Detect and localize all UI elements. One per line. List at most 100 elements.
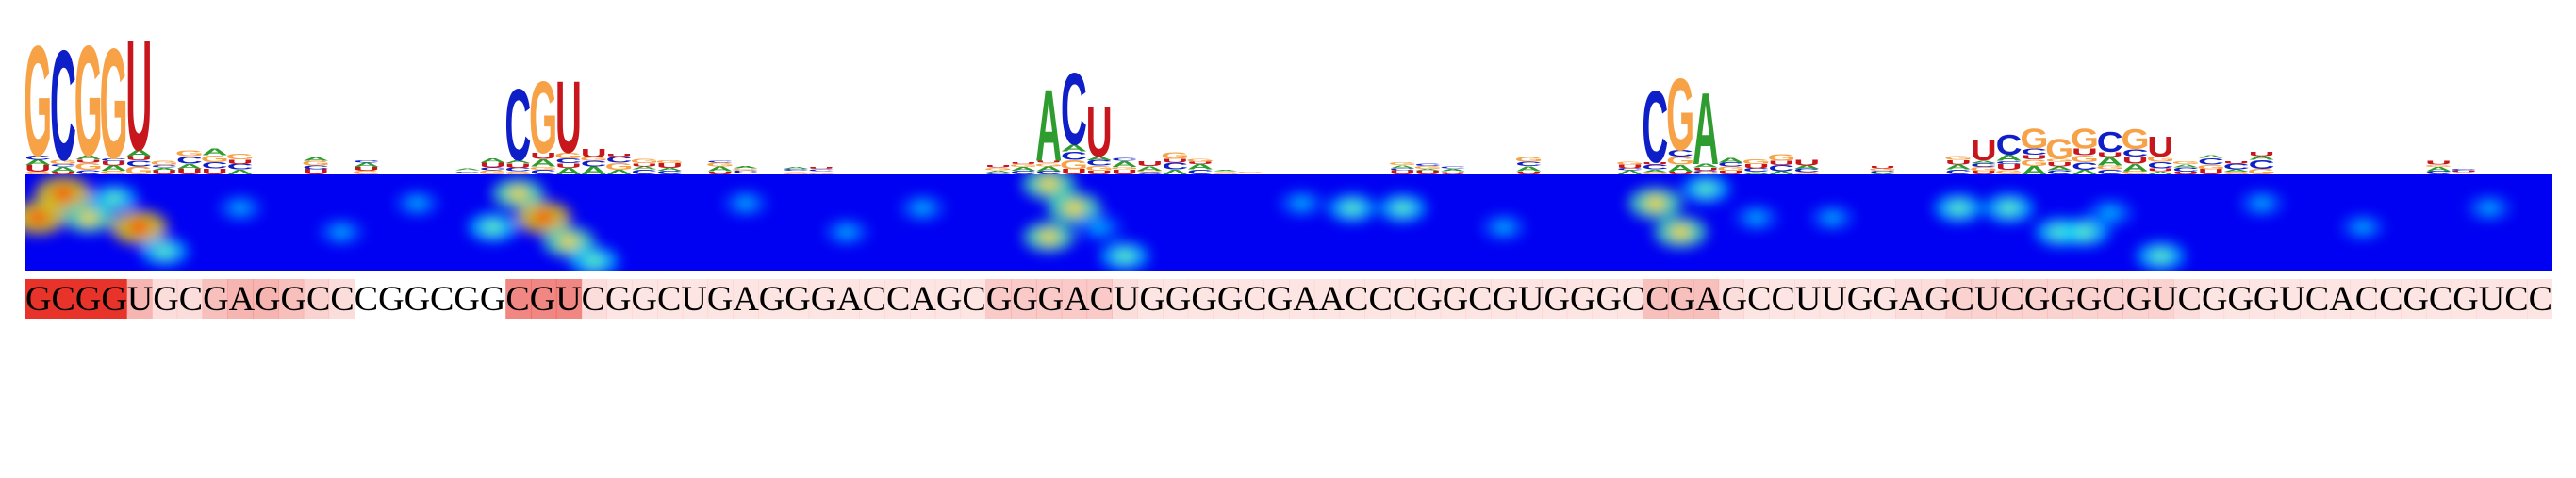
heatmap-spot-core [508,187,529,201]
logo-minor-letter: G [1616,160,1644,165]
logo-minor-letter: A [2425,166,2452,173]
heatmap-spot-core [484,221,503,234]
logo-minor-letter: G [353,170,381,174]
heatmap-spot-core [334,227,349,238]
logo-minor-letter: C [227,162,254,171]
logo-minor-letter: G [1514,156,1543,163]
heatmap-spot-core [127,220,151,236]
logo-minor-letter: C [25,154,51,160]
logo-minor-letter: A [2072,168,2098,174]
logo-minor-letter: G [1767,152,1795,162]
sequence-highlight [1137,279,1164,319]
sequence-highlight [1819,279,1846,319]
logo-minor-letter: U [1112,168,1138,174]
logo-minor-letter: C [2451,168,2477,171]
logo-minor-letter: A [1667,162,1693,173]
sequence-logo: GUACGUACGCCGUAGGAUCGGCUAUUACGUACGUCGAACU… [25,24,2477,174]
logo-major-letter: C [1996,129,2023,161]
logo-minor-letter: C [555,157,582,165]
sequence-highlight [25,279,52,319]
logo-minor-letter: A [530,157,556,169]
logo-minor-letter: G [1111,166,1139,170]
logo-minor-letter: U [2223,160,2250,164]
logo-minor-letter: A [2122,162,2149,173]
sequence-highlight [960,279,986,319]
logo-minor-letter: G [1970,166,1998,173]
logo-minor-letter: G [2171,160,2200,165]
logo-major-letter: G [100,24,128,174]
logo-minor-letter: C [606,155,633,164]
logo-major-letter: G [2122,124,2150,156]
logo-minor-letter: U [2046,160,2072,167]
logo-minor-letter: G [1742,157,1771,166]
logo-minor-letter: C [125,159,152,168]
logo-minor-letter: G [150,159,178,166]
sequence-highlight [2122,279,2149,319]
logo-minor-letter: A [1515,165,1542,173]
logo-major-letter: G [74,24,103,174]
logo-minor-letter: C [2097,168,2123,174]
logo-minor-letter: G [1641,172,1669,174]
logo-minor-letter: A [1213,169,1239,171]
logo-minor-letter: G [1085,164,1114,172]
logo-minor-letter: A [125,148,152,158]
logo-minor-letter: C [2172,166,2199,173]
logo-minor-letter: C [2223,162,2250,171]
logo-minor-letter: U [202,167,228,174]
sequence-highlight [2274,279,2301,319]
logo-minor-letter: C [75,169,102,174]
sequence-highlight [303,279,330,319]
sequence-highlight [1566,279,1593,319]
logo-minor-letter: G [2096,165,2124,171]
logo-minor-letter: U [1642,161,1668,165]
heatmap-spot-core [738,198,753,208]
logo-minor-letter: C [1870,170,1896,173]
sequence-highlight [808,279,835,319]
heatmap-spot-core [2000,202,2019,215]
logo-minor-letter: C [1793,168,1820,173]
logo-major-letter: C [504,69,531,174]
sequence-highlight [1440,279,1467,319]
heatmap-spot-core [1344,202,1361,214]
sequence-highlight [2324,279,2352,319]
logo-minor-letter: G [1212,172,1240,174]
logo-minor-letter: U [50,171,76,174]
logo-minor-letter: U [1187,161,1214,165]
sequence-highlight [2223,279,2250,319]
sequence-highlight [1364,279,1391,319]
sequence-highlight [328,279,355,319]
logo-minor-letter: U [1414,170,1441,174]
logo-minor-letter: A [783,167,809,170]
logo-minor-letter: A [303,156,329,162]
logo-minor-letter: G [1692,173,1720,174]
sequence-highlight [1313,279,1341,319]
sequence-track: GCGGUGCGAGGCCCGGCGGCGUCGGCUGAGGGACCAGCGG… [25,279,2552,319]
heatmap-spot-core [1825,212,1840,223]
logo-minor-letter: A [1945,163,1972,171]
sequence-highlight [1769,279,1795,319]
logo-minor-letter: G [100,170,128,174]
heatmap-spot-core [1064,201,1085,216]
logo-minor-letter: C [2046,169,2072,174]
sequence-highlight [1743,279,1770,319]
sequence-highlight [1643,279,1669,319]
logo-minor-letter: C [504,167,531,173]
logo-minor-letter: C [1414,163,1441,167]
logo-minor-letter: G [554,151,583,160]
logo-minor-letter: C [1642,163,1668,171]
sequence-highlight [1187,279,1214,319]
logo-minor-letter: U [2425,160,2452,166]
logo-minor-letter: U [151,169,177,174]
logo-minor-letter: G [2197,163,2225,170]
heatmap-spot-core [1949,202,1968,214]
heatmap-spot-core [558,235,579,249]
logo-minor-letter: U [1693,167,1719,172]
sequence-highlight [505,279,532,319]
logo-minor-letter: G [2045,158,2073,163]
logo-minor-letter: U [808,167,834,170]
logo-minor-letter: U [2451,171,2477,173]
logo-minor-letter: A [1793,164,1820,170]
logo-minor-letter: U [1718,170,1744,174]
logo-minor-letter: U [1667,171,1693,174]
